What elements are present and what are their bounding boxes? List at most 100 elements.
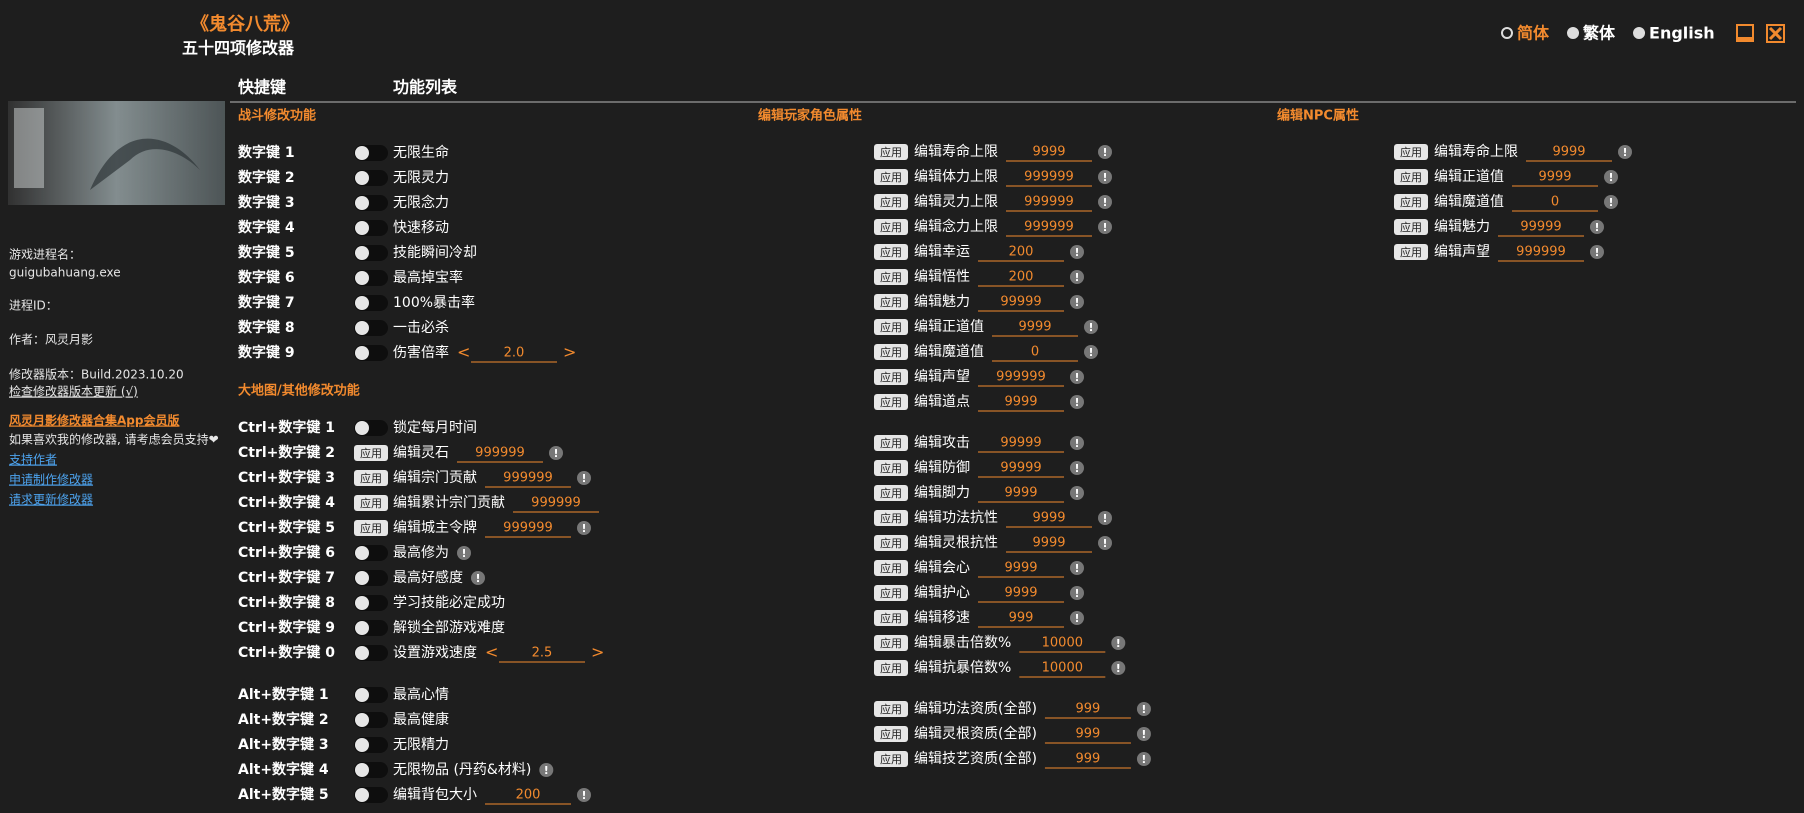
apply-button[interactable]: [874, 394, 908, 410]
apply-button-label[interactable]: 应用: [880, 295, 902, 309]
value-input[interactable]: 2.5: [532, 646, 553, 661]
apply-button[interactable]: [874, 510, 908, 526]
toggle-knob[interactable]: [355, 421, 369, 435]
apply-button[interactable]: [874, 344, 908, 360]
apply-button-label[interactable]: 应用: [880, 702, 902, 716]
value-input[interactable]: 200: [516, 788, 541, 803]
toggle-knob[interactable]: [355, 346, 369, 360]
apply-button-label[interactable]: 应用: [1400, 195, 1422, 209]
apply-button-label[interactable]: 应用: [1400, 220, 1422, 234]
sidebar-link[interactable]: 风灵月影修改器合集App会员版: [9, 413, 179, 428]
value-input[interactable]: 999999: [503, 521, 553, 536]
value-input[interactable]: 999999: [475, 446, 525, 461]
apply-button[interactable]: [874, 244, 908, 260]
toggle-knob[interactable]: [355, 246, 369, 260]
value-input[interactable]: 0: [1551, 195, 1559, 210]
apply-button[interactable]: [874, 269, 908, 285]
value-input[interactable]: 999999: [503, 471, 553, 486]
apply-button-label[interactable]: 应用: [880, 220, 902, 234]
value-input[interactable]: 2.0: [504, 346, 525, 361]
apply-button-label[interactable]: 应用: [360, 496, 382, 510]
value-input[interactable]: 99999: [1000, 436, 1041, 451]
language-option[interactable]: 简体: [1517, 24, 1550, 43]
minimize-button[interactable]: [1736, 24, 1754, 42]
apply-button-label[interactable]: 应用: [880, 561, 902, 575]
value-input[interactable]: 200: [1009, 245, 1034, 260]
apply-button[interactable]: [874, 319, 908, 335]
sidebar-link[interactable]: 检查修改器版本更新 (√): [9, 384, 138, 399]
value-input[interactable]: 9999: [1004, 586, 1037, 601]
apply-button-label[interactable]: 应用: [360, 521, 382, 535]
value-input[interactable]: 99999: [1520, 220, 1561, 235]
value-input[interactable]: 9999: [1004, 395, 1037, 410]
apply-button[interactable]: [874, 751, 908, 767]
apply-button-label[interactable]: 应用: [880, 586, 902, 600]
apply-button-label[interactable]: 应用: [880, 752, 902, 766]
toggle-knob[interactable]: [355, 621, 369, 635]
value-input[interactable]: 9999: [1032, 145, 1065, 160]
apply-button[interactable]: [874, 535, 908, 551]
apply-button[interactable]: [874, 560, 908, 576]
value-input[interactable]: 999: [1009, 611, 1034, 626]
apply-button[interactable]: [874, 369, 908, 385]
value-input[interactable]: 200: [1009, 270, 1034, 285]
apply-button-label[interactable]: 应用: [880, 270, 902, 284]
sidebar-link[interactable]: 支持作者: [9, 452, 57, 467]
apply-button-label[interactable]: 应用: [880, 370, 902, 384]
apply-button-label[interactable]: 应用: [360, 446, 382, 460]
toggle-knob[interactable]: [355, 596, 369, 610]
toggle-knob[interactable]: [355, 646, 369, 660]
value-input[interactable]: 999999: [1024, 170, 1074, 185]
apply-button-label[interactable]: 应用: [880, 345, 902, 359]
apply-button-label[interactable]: 应用: [360, 471, 382, 485]
apply-button-label[interactable]: 应用: [880, 461, 902, 475]
toggle-knob[interactable]: [355, 196, 369, 210]
apply-button-label[interactable]: 应用: [880, 145, 902, 159]
value-input[interactable]: 9999: [1018, 320, 1051, 335]
apply-button[interactable]: [874, 660, 908, 676]
value-input[interactable]: 999: [1076, 702, 1101, 717]
stepper-next[interactable]: >: [591, 643, 604, 662]
value-input[interactable]: 99999: [1000, 461, 1041, 476]
language-option[interactable]: 繁体: [1582, 24, 1616, 43]
apply-button[interactable]: [874, 144, 908, 160]
value-input[interactable]: 9999: [1004, 561, 1037, 576]
toggle-knob[interactable]: [355, 321, 369, 335]
apply-button[interactable]: [874, 485, 908, 501]
apply-button[interactable]: [354, 445, 388, 461]
toggle-knob[interactable]: [355, 296, 369, 310]
value-input[interactable]: 99999: [1000, 295, 1041, 310]
apply-button-label[interactable]: 应用: [880, 511, 902, 525]
toggle-knob[interactable]: [355, 713, 369, 727]
apply-button[interactable]: [874, 726, 908, 742]
toggle-knob[interactable]: [355, 271, 369, 285]
toggle-knob[interactable]: [355, 738, 369, 752]
toggle-knob[interactable]: [355, 763, 369, 777]
stepper-prev[interactable]: <: [457, 343, 470, 362]
value-input[interactable]: 999: [1076, 727, 1101, 742]
apply-button[interactable]: [1394, 194, 1428, 210]
apply-button-label[interactable]: 应用: [880, 245, 902, 259]
value-input[interactable]: 999999: [531, 496, 581, 511]
apply-button-label[interactable]: 应用: [880, 436, 902, 450]
apply-button-label[interactable]: 应用: [880, 395, 902, 409]
value-input[interactable]: 9999: [1032, 511, 1065, 526]
apply-button-label[interactable]: 应用: [1400, 145, 1422, 159]
value-input[interactable]: 9999: [1032, 536, 1065, 551]
value-input[interactable]: 9999: [1552, 145, 1585, 160]
apply-button[interactable]: [1394, 219, 1428, 235]
apply-button[interactable]: [354, 495, 388, 511]
value-input[interactable]: 9999: [1004, 486, 1037, 501]
apply-button[interactable]: [354, 470, 388, 486]
value-input[interactable]: 999999: [996, 370, 1046, 385]
value-input[interactable]: 9999: [1538, 170, 1571, 185]
apply-button-label[interactable]: 应用: [880, 320, 902, 334]
apply-button-label[interactable]: 应用: [880, 195, 902, 209]
apply-button[interactable]: [874, 701, 908, 717]
apply-button-label[interactable]: 应用: [880, 636, 902, 650]
toggle-knob[interactable]: [355, 221, 369, 235]
apply-button[interactable]: [1394, 169, 1428, 185]
apply-button[interactable]: [874, 219, 908, 235]
apply-button-label[interactable]: 应用: [1400, 245, 1422, 259]
value-input[interactable]: 999999: [1024, 195, 1074, 210]
